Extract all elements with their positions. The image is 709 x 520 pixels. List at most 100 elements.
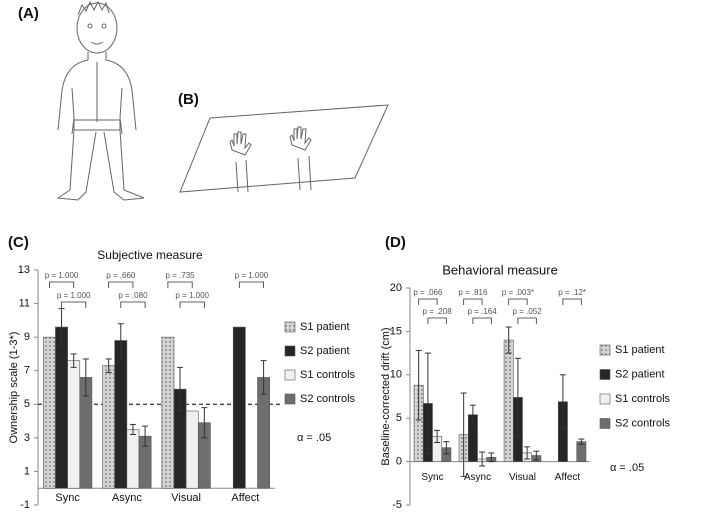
- bracket: [472, 317, 492, 324]
- x-tick-label: Async: [464, 472, 491, 483]
- x-tick-label: Async: [112, 492, 142, 504]
- y-tick-label: 9: [24, 331, 30, 343]
- bracket: [238, 281, 264, 288]
- y-tick-label: 20: [390, 282, 402, 294]
- legend-swatch: [284, 321, 296, 333]
- p-value: p = .066: [413, 288, 443, 297]
- error-bar: [129, 423, 136, 435]
- error-bar: [533, 450, 540, 461]
- error-bar: [434, 429, 441, 444]
- x-tick-label: Visual: [171, 492, 201, 504]
- p-value: p = .735: [165, 271, 195, 280]
- error-bar: [514, 357, 521, 437]
- error-bar: [488, 452, 495, 463]
- chart-title: Subjective measure: [97, 248, 203, 262]
- y-tick-label: 3: [24, 432, 30, 444]
- legend-swatch: [284, 345, 296, 357]
- y-tick-label: -1: [20, 499, 30, 511]
- p-value: p = .816: [458, 288, 488, 297]
- p-value: p = .164: [468, 307, 498, 316]
- x-tick-label: Affect: [231, 492, 259, 504]
- bracket: [120, 301, 146, 308]
- bar: [67, 360, 81, 489]
- chart-title: Behavioral measure: [442, 262, 558, 277]
- bracket: [167, 281, 193, 288]
- error-bar: [117, 323, 124, 358]
- y-tick-label: 15: [390, 325, 402, 337]
- error-bar: [469, 404, 476, 425]
- bracket: [427, 317, 447, 324]
- bracket: [463, 298, 483, 305]
- y-tick-label: 0: [396, 456, 402, 468]
- legend-swatch: [599, 418, 611, 429]
- p-value: p = .003*: [502, 288, 534, 297]
- legend-label: S1 patient: [300, 321, 350, 333]
- error-bar: [460, 392, 467, 477]
- y-tick-label: 5: [396, 412, 402, 424]
- legend-swatch: [599, 369, 611, 380]
- legend-label: S1 controls: [300, 369, 356, 381]
- bracket: [508, 298, 528, 305]
- y-axis-label: Baseline-corrected drift (cm): [380, 327, 392, 465]
- bracket: [179, 301, 205, 308]
- person-drawing: [56, 0, 145, 201]
- p-value: p = .052: [513, 307, 543, 316]
- y-tick-label: -5: [392, 499, 402, 511]
- bar: [232, 326, 246, 489]
- error-bar: [424, 352, 431, 455]
- legend-swatch: [599, 393, 611, 405]
- p-value: p = .080: [118, 291, 148, 300]
- x-tick-label: Visual: [509, 472, 536, 483]
- bracket: [517, 317, 537, 324]
- y-tick-label: 13: [18, 264, 30, 276]
- bar: [503, 339, 514, 462]
- y-tick-label: 1: [24, 465, 30, 477]
- p-value: p = 1.000: [45, 271, 79, 280]
- y-tick-label: 10: [390, 369, 402, 381]
- error-bar: [559, 374, 566, 430]
- y-tick-label: 5: [24, 398, 30, 410]
- x-tick-label: Affect: [555, 472, 581, 483]
- error-bar: [105, 358, 112, 373]
- bracket: [108, 281, 134, 288]
- error-bar: [415, 349, 422, 421]
- legend-label: S2 controls: [615, 417, 671, 429]
- hands-drawing: [179, 104, 389, 193]
- bar: [126, 429, 140, 489]
- bar: [161, 336, 175, 489]
- x-tick-label: Sync: [55, 492, 80, 504]
- panel-label: (C): [8, 234, 29, 251]
- legend-label: S2 patient: [615, 368, 665, 380]
- legend-label: S1 patient: [615, 344, 665, 356]
- y-axis-label: Ownership scale (1-3*): [8, 332, 20, 444]
- error-bar: [578, 438, 585, 445]
- p-value: p = 1.000: [235, 271, 269, 280]
- legend-label: S1 controls: [615, 393, 671, 405]
- error-bar: [479, 451, 486, 467]
- panel-label: (B): [178, 91, 199, 108]
- p-value: p = 1.000: [175, 291, 209, 300]
- bar: [102, 365, 116, 489]
- bracket: [61, 301, 87, 308]
- bar: [43, 336, 56, 489]
- error-bar: [201, 407, 208, 439]
- panel-label: (D): [385, 234, 406, 251]
- bar: [55, 326, 68, 489]
- legend-swatch: [284, 369, 296, 381]
- error-bar: [70, 353, 77, 368]
- error-bar: [142, 425, 149, 447]
- y-tick-label: 7: [24, 365, 30, 377]
- legend-swatch: [284, 393, 296, 405]
- bracket: [562, 298, 582, 305]
- alpha-note: α = .05: [610, 462, 644, 474]
- error-bar: [58, 308, 65, 347]
- error-bar: [443, 441, 450, 455]
- legend-swatch: [599, 344, 611, 356]
- bar: [185, 410, 199, 489]
- error-bar: [177, 366, 184, 412]
- alpha-note: α = .05: [297, 432, 331, 444]
- p-value: p = 1.000: [57, 291, 91, 300]
- x-tick-label: Sync: [421, 472, 443, 483]
